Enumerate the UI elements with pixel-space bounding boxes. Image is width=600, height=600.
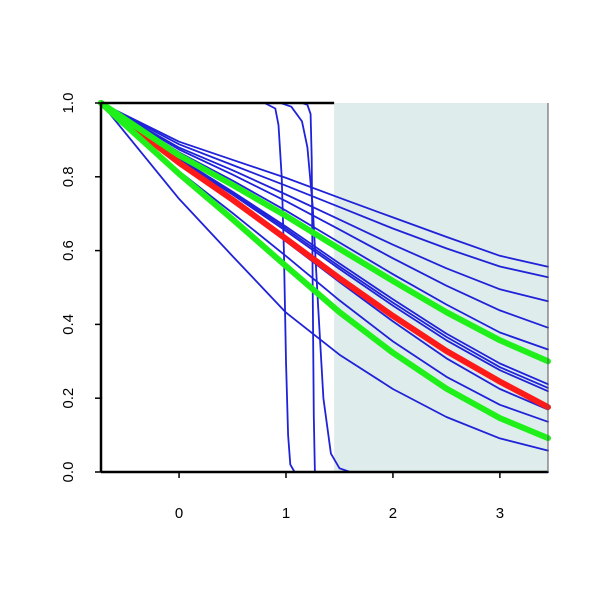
series-line-blue-2	[100, 102, 549, 303]
x-tick-label: 3	[496, 505, 504, 522]
series-line-blue-7	[100, 102, 549, 389]
series-line-blue-0	[100, 102, 549, 268]
series-line-blue-1	[100, 102, 549, 279]
plot-area	[98, 100, 551, 473]
series-layer	[98, 100, 551, 473]
y-tick-label: 1.0	[60, 93, 77, 114]
series-line-blue-4	[100, 102, 549, 351]
y-tick-label: 0.4	[60, 314, 77, 335]
series-line-green-16	[98, 100, 551, 365]
y-tick-label: 0.0	[60, 462, 77, 483]
x-tick-label: 0	[175, 505, 183, 522]
axes: 0 1 2 3 0.0 0.2 0.4 0.6 0.8 1.0	[60, 93, 549, 522]
series-line-green-17	[98, 100, 551, 442]
series-line-red-15	[98, 100, 551, 411]
series-line-blue-3	[100, 102, 549, 329]
y-tick-label: 0.2	[60, 388, 77, 409]
series-line-blue-12	[100, 102, 549, 473]
y-tick-label: 0.8	[60, 166, 77, 187]
x-tick-label: 1	[282, 505, 290, 522]
series-line-blue-11	[100, 102, 549, 452]
y-tick-label: 0.6	[60, 240, 77, 261]
x-tick-label: 2	[389, 505, 397, 522]
series-line-blue-14	[100, 102, 549, 473]
